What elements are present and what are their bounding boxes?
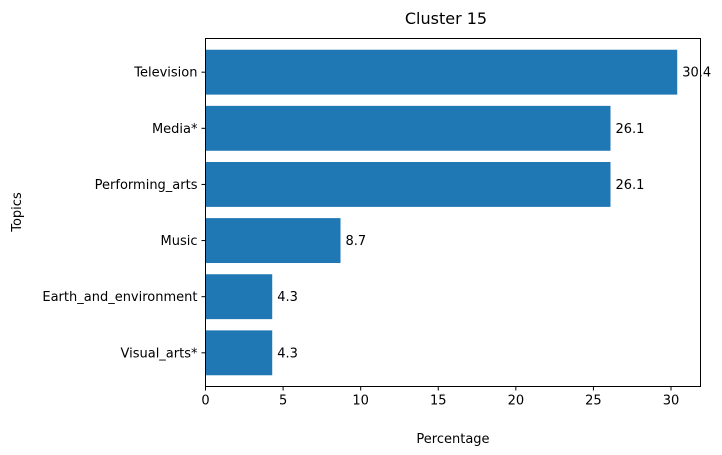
data-label: 30.4: [682, 66, 711, 81]
y-tick-label: Television: [133, 66, 197, 81]
y-tick-label: Visual_arts*: [121, 346, 198, 361]
x-tick-label: 20: [508, 394, 525, 409]
data-label: 4.3: [277, 346, 298, 361]
bar: [205, 105, 611, 151]
x-tick-label: 25: [585, 394, 602, 409]
bar: [205, 161, 611, 207]
bar: [205, 49, 678, 95]
bar: [205, 218, 341, 264]
y-tick-label: Music: [161, 234, 198, 249]
y-axis-label: Topics: [10, 192, 25, 233]
chart-title: Cluster 15: [405, 9, 487, 28]
bar: [205, 330, 273, 376]
x-tick-label: 15: [430, 394, 447, 409]
x-tick-label: 0: [201, 394, 209, 409]
data-label: 26.1: [616, 122, 645, 137]
y-tick-label: Media*: [152, 122, 198, 137]
y-tick-label: Performing_arts: [95, 178, 198, 193]
x-tick-label: 30: [663, 394, 680, 409]
plot-frame: [205, 38, 701, 387]
x-tick-label: 10: [352, 394, 369, 409]
data-label: 4.3: [277, 290, 298, 305]
bar: [205, 274, 273, 320]
x-axis-label: Percentage: [416, 432, 489, 447]
data-label: 26.1: [616, 178, 645, 193]
y-tick-label: Earth_and_environment: [42, 290, 197, 305]
x-tick-label: 5: [279, 394, 287, 409]
data-label: 8.7: [346, 234, 367, 249]
